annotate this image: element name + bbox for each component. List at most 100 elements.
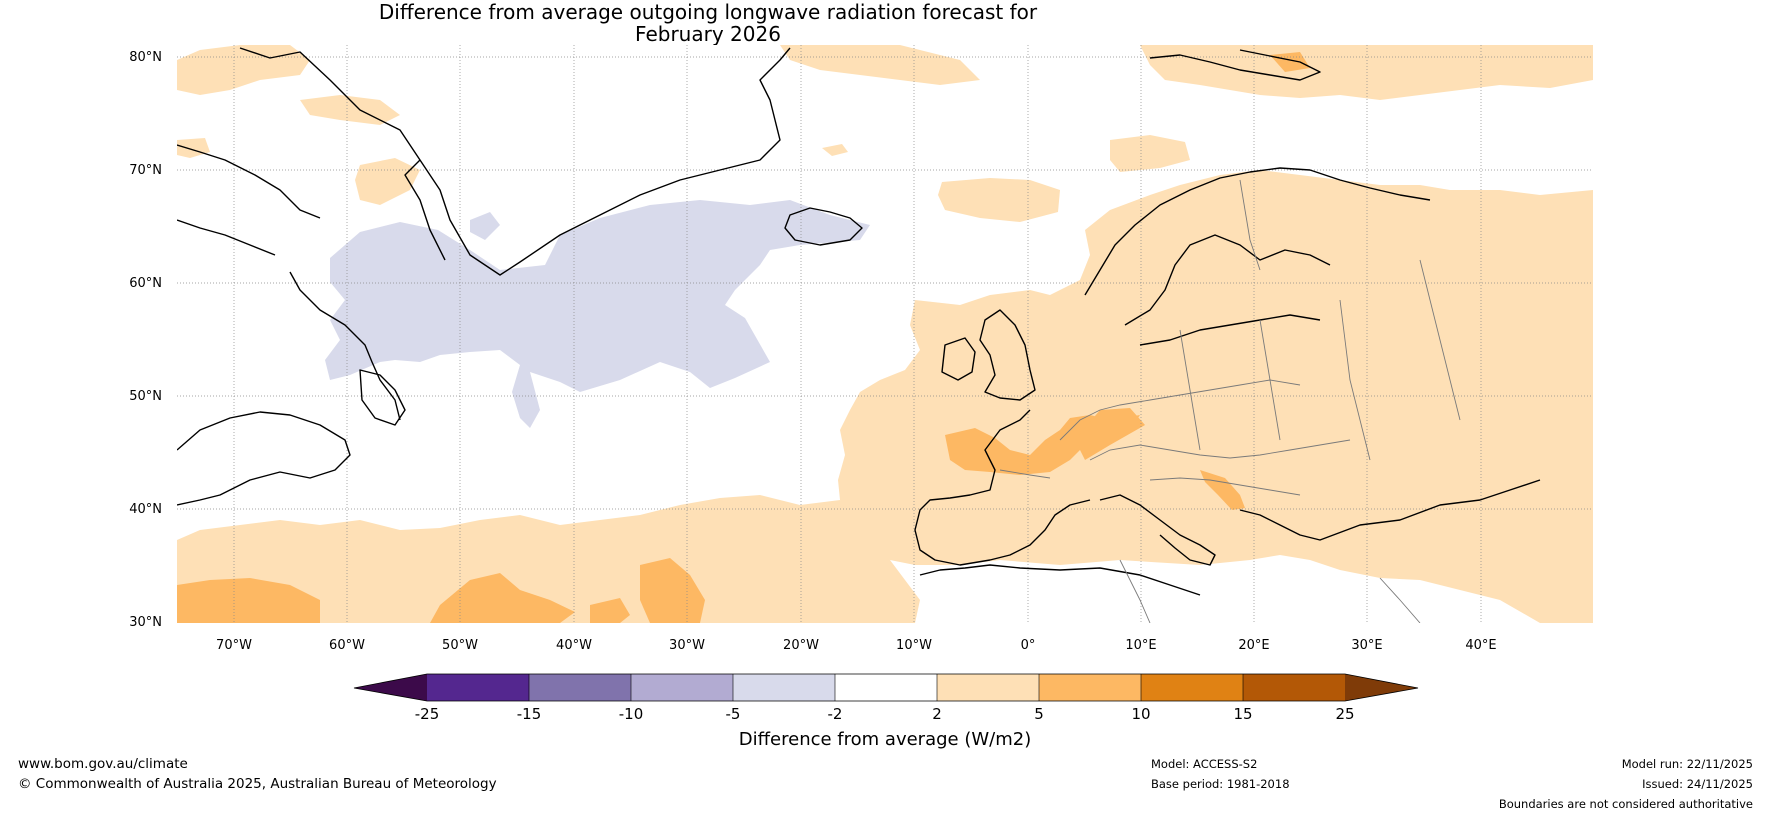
anomaly-region-minus2-to-minus5-small <box>470 212 500 240</box>
colorbar-tick-minus5: -5 <box>726 705 741 723</box>
colorbar-extend-high <box>1345 674 1418 701</box>
coastline-sweden <box>1124 234 1331 326</box>
colorbar-bin-minus15-minus10 <box>529 674 631 701</box>
coastline-labrador <box>289 271 401 421</box>
latitude-labels: 80°N 70°N 60°N 50°N 40°N 30°N <box>129 50 162 630</box>
lat-label-70n: 70°N <box>129 163 162 178</box>
lon-label-10w: 10°W <box>896 638 932 653</box>
colorbar-tick-labels: -25 -15 -10 -5 -2 2 5 10 15 25 <box>415 705 1355 723</box>
lon-label-30e: 30°E <box>1351 638 1382 653</box>
border-north-south-2 <box>1259 319 1281 441</box>
lon-label-40w: 40°W <box>556 638 592 653</box>
lon-label-60w: 60°W <box>329 638 365 653</box>
colorbar-bin-minus5-minus2 <box>733 674 835 701</box>
footer-website[interactable]: www.bom.gov.au/climate <box>18 756 188 772</box>
coastline-great-britain <box>979 309 1036 401</box>
coastline-newfoundland <box>359 369 406 426</box>
coastline-greenland <box>239 47 791 276</box>
footer-copyright: © Commonwealth of Australia 2025, Austra… <box>18 776 497 792</box>
anomaly-region-5-to-10-atlantic-b <box>640 558 705 623</box>
colorbar-tick-minus10: -10 <box>619 705 644 723</box>
map-panel <box>177 45 1593 623</box>
colorbar: -25 -15 -10 -5 -2 2 5 10 15 25 Differenc… <box>353 673 1419 750</box>
anomaly-region-5-to-10-atlantic-c <box>590 598 630 623</box>
anomaly-region-2-to-5-subtropics <box>177 495 920 623</box>
map-title-line1: Difference from average outgoing longwav… <box>379 0 1038 24</box>
colorbar-tick-2: 2 <box>932 705 942 723</box>
colorbar-bin-10-15 <box>1141 674 1243 701</box>
anomaly-region-2-to-5-baffin <box>355 158 420 205</box>
footer: www.bom.gov.au/climate © Commonwealth of… <box>18 756 1753 811</box>
graticule <box>177 45 1593 623</box>
anomaly-region-5-to-10-atlantic-a <box>430 573 575 623</box>
coastline-iceland <box>784 207 863 246</box>
border-north-south-3 <box>1339 299 1371 461</box>
lat-label-40n: 40°N <box>129 502 162 517</box>
colorbar-tick-25: 25 <box>1335 705 1354 723</box>
colorbar-bin-15-25 <box>1243 674 1345 701</box>
anomaly-region-2-to-5-svalbard-sea <box>1110 135 1190 172</box>
coastline-baffin <box>177 144 321 219</box>
lat-label-80n: 80°N <box>129 50 162 65</box>
colorbar-tick-minus25: -25 <box>415 705 440 723</box>
lat-label-30n: 30°N <box>129 615 162 630</box>
border-iberia <box>999 469 1051 479</box>
anomaly-region-5-to-10-southwest <box>177 578 320 623</box>
colorbar-tick-15: 15 <box>1233 705 1252 723</box>
lat-label-60n: 60°N <box>129 276 162 291</box>
lat-label-50n: 50°N <box>129 389 162 404</box>
colorbar-tick-minus15: -15 <box>517 705 542 723</box>
footer-disclaimer: Boundaries are not considered authoritat… <box>1499 797 1753 811</box>
coastline-north-africa <box>919 564 1201 596</box>
border-north-africa-2 <box>1379 577 1421 623</box>
coastline-baltic <box>1139 314 1321 346</box>
coastline-ireland <box>941 337 976 381</box>
border-balkans <box>1149 477 1301 496</box>
lon-label-70w: 70°W <box>216 638 252 653</box>
colorbar-tick-5: 5 <box>1034 705 1044 723</box>
anomaly-region-2-to-5-greenland-north <box>177 45 310 95</box>
anomaly-region-2-to-5-norwegian-sea <box>938 178 1060 222</box>
border-north-south-1 <box>1179 329 1201 451</box>
border-north-africa-1 <box>1119 559 1151 623</box>
colorbar-bin-minus2-2 <box>835 674 937 701</box>
colorbar-outline <box>353 673 1419 702</box>
border-central-europe <box>1089 439 1351 461</box>
coastline-maritimes <box>177 411 351 506</box>
coastline-baffin-south <box>177 219 276 256</box>
colorbar-bin-minus25-minus15 <box>427 674 529 701</box>
lon-label-0: 0° <box>1021 638 1036 653</box>
footer-model-run: Model run: 22/11/2025 <box>1622 757 1753 771</box>
anomaly-region-2-to-5-iceland-islet <box>822 144 848 156</box>
longitude-labels: 70°W 60°W 50°W 40°W 30°W 20°W 10°W 0° 10… <box>216 638 1497 653</box>
colorbar-bin-2-5 <box>937 674 1039 701</box>
coastline-france-iberia <box>914 409 1091 566</box>
coastline-italy <box>1099 494 1216 566</box>
colorbar-tick-minus2: -2 <box>828 705 843 723</box>
lon-label-30w: 30°W <box>669 638 705 653</box>
lon-label-10e: 10°E <box>1125 638 1156 653</box>
coastline-svalbard <box>1149 49 1321 81</box>
lon-label-20e: 20°E <box>1238 638 1269 653</box>
anomaly-region-minus2-to-minus5-atlantic <box>325 200 870 428</box>
border-north-south-4 <box>1419 259 1461 421</box>
colorbar-bin-5-10 <box>1039 674 1141 701</box>
lon-label-50w: 50°W <box>442 638 478 653</box>
colorbar-label: Difference from average (W/m2) <box>739 729 1031 750</box>
anomaly-region-2-to-5-fram-strait <box>780 45 980 85</box>
coastline-greenland-west <box>404 159 446 261</box>
footer-base-period: Base period: 1981-2018 <box>1151 777 1290 791</box>
map-title-line2: February 2026 <box>635 22 781 46</box>
anomaly-region-5-to-10-alps <box>1075 408 1145 460</box>
colorbar-bin-minus10-minus5 <box>631 674 733 701</box>
border-scandinavia <box>1239 179 1261 271</box>
footer-model: Model: ACCESS-S2 <box>1151 757 1257 771</box>
colorbar-tick-10: 10 <box>1131 705 1150 723</box>
colorbar-dividers <box>528 674 1244 701</box>
colorbar-extend-low <box>354 674 427 701</box>
lon-label-20w: 20°W <box>783 638 819 653</box>
border-western-europe <box>1059 379 1301 441</box>
coastlines <box>177 47 1541 596</box>
coastline-norway <box>1084 167 1431 296</box>
